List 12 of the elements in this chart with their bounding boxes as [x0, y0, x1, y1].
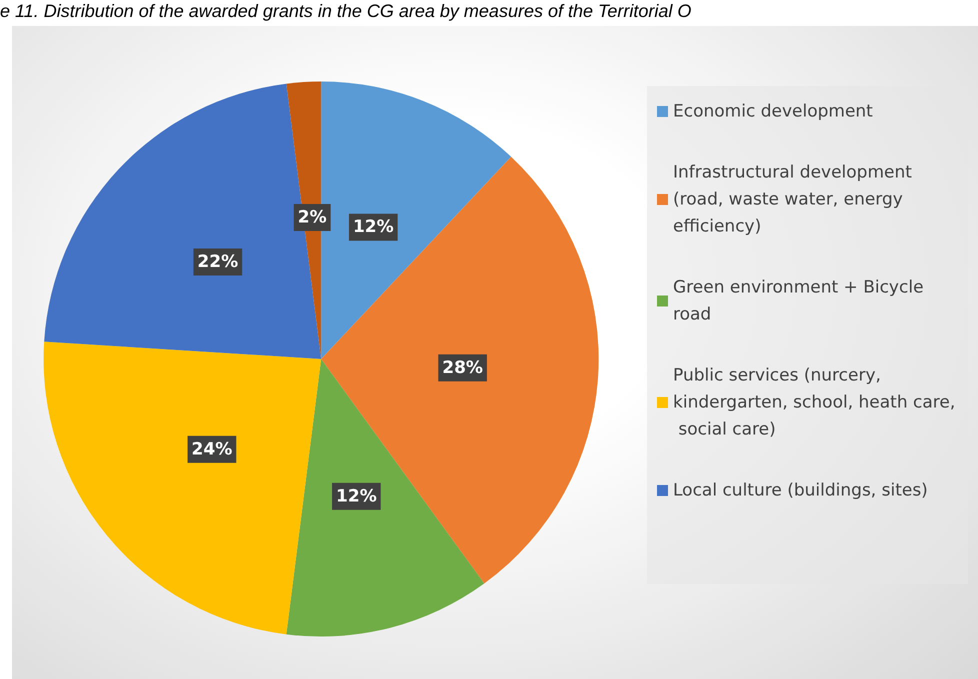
chart-title: e 11. Distribution of the awarded grants in the CG area by measures of the Territorial O [0, 1, 692, 22]
legend-label: Public services (nurcery, kindergarten, school, heath care, social care) [673, 366, 956, 440]
data-label: 22% [197, 252, 238, 272]
legend-label: Green environment + Bicycle road [673, 278, 929, 324]
data-label: 2% [298, 208, 327, 228]
legend-label: Economic development [673, 102, 874, 122]
data-label: 12% [336, 486, 377, 506]
legend-label: Local culture (buildings, sites) [673, 480, 928, 500]
legend-label: Infrastructural development (road, waste water, energy efficiency) [673, 162, 918, 236]
data-label: 28% [442, 358, 483, 378]
data-label: 12% [352, 217, 394, 238]
data-label: 24% [192, 439, 232, 460]
